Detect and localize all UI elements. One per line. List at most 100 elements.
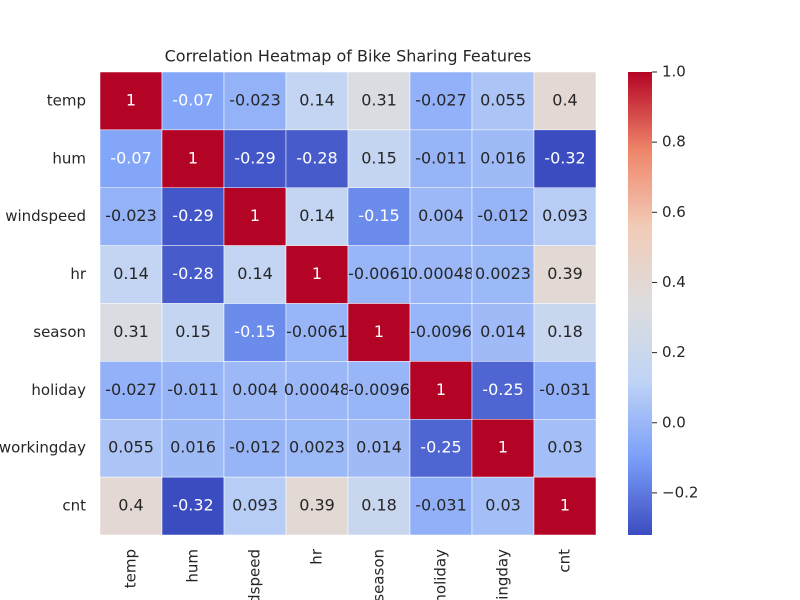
cell-label: -0.027 — [105, 380, 157, 399]
cell-label: 0.18 — [547, 322, 583, 341]
y-tick-label: cnt — [62, 497, 86, 515]
heatmap-cell — [285, 187, 349, 246]
heatmap-cell — [409, 303, 473, 362]
colorbar-tick-label: 0.4 — [662, 273, 686, 291]
cell-label: 0.00048 — [284, 380, 350, 399]
colorbar-tick-label: −0.2 — [662, 483, 698, 501]
cell-label: 0.0023 — [289, 438, 345, 457]
cell-label: 1 — [126, 90, 136, 109]
cell-label: 0.093 — [232, 496, 278, 515]
heatmap-cell — [347, 361, 411, 420]
heatmap-cell — [223, 245, 287, 304]
heatmap-cell — [533, 71, 597, 131]
heatmap-cell — [161, 476, 225, 536]
heatmap-cell — [99, 245, 163, 304]
cell-label: 0.31 — [361, 90, 397, 109]
cell-label: -0.011 — [167, 380, 219, 399]
colorbar-tick-label: 0.2 — [662, 343, 686, 361]
heatmap-cell — [223, 476, 287, 536]
cell-label: 0.093 — [542, 206, 588, 225]
heatmap-cell — [99, 71, 163, 131]
cell-label: 0.39 — [299, 496, 335, 515]
cell-label: -0.32 — [172, 496, 213, 515]
heatmap-cell — [471, 476, 535, 536]
cell-label: 0.0023 — [475, 264, 531, 283]
cell-label: 0.055 — [108, 438, 154, 457]
cell-label: -0.0061 — [286, 322, 348, 341]
heatmap-cell — [409, 129, 473, 188]
x-tick-label: hum — [184, 549, 202, 583]
heatmap-cell — [533, 303, 597, 362]
x-tick-label: temp — [122, 549, 140, 588]
cell-label: 0.14 — [299, 90, 335, 109]
cell-label: 0.15 — [361, 148, 397, 167]
cell-label: 0.014 — [356, 438, 402, 457]
cell-label: 0.15 — [175, 322, 211, 341]
heatmap-cell — [99, 187, 163, 246]
heatmap-cell — [285, 476, 349, 536]
cell-label: 0.18 — [361, 496, 397, 515]
cell-label: 0.004 — [418, 206, 464, 225]
cell-label: -0.027 — [415, 90, 467, 109]
heatmap-cell — [285, 245, 349, 304]
heatmap-cell — [161, 187, 225, 246]
heatmap-cell — [347, 245, 411, 304]
heatmap-cell — [409, 361, 473, 420]
heatmap-cell — [161, 129, 225, 188]
cell-label: 1 — [188, 148, 198, 167]
cell-label: 0.31 — [113, 322, 149, 341]
x-tick-label: season — [370, 549, 388, 600]
cell-label: 1 — [250, 206, 260, 225]
heatmap-cell — [99, 419, 163, 478]
heatmap-cell — [223, 71, 287, 131]
heatmap-cell — [471, 129, 535, 188]
cell-label: -0.32 — [544, 148, 585, 167]
cell-label: -0.012 — [477, 206, 529, 225]
cell-label: 0.14 — [299, 206, 335, 225]
x-tick-label: hr — [308, 548, 326, 565]
heatmap-cell — [223, 303, 287, 362]
heatmap-cell — [471, 303, 535, 362]
y-tick-label: workingday — [0, 439, 86, 457]
heatmap-cell — [533, 419, 597, 478]
heatmap-cell — [409, 476, 473, 536]
cell-label: 0.14 — [113, 264, 149, 283]
heatmap-cell — [533, 129, 597, 188]
cell-label: -0.0061 — [348, 264, 410, 283]
heatmap-cell — [223, 187, 287, 246]
heatmap-cell — [471, 361, 535, 420]
cell-label: -0.28 — [172, 264, 213, 283]
heatmap-cell — [409, 71, 473, 131]
cell-label: -0.0096 — [348, 380, 410, 399]
heatmap-cell — [285, 71, 349, 131]
heatmap-cell — [223, 419, 287, 478]
heatmap-cell — [347, 187, 411, 246]
cell-label: 0.00048 — [408, 264, 474, 283]
heatmap-cell — [223, 361, 287, 420]
cell-label: 1 — [498, 438, 508, 457]
heatmap-cell — [347, 419, 411, 478]
x-tick-label: holiday — [432, 549, 450, 600]
y-tick-label: hum — [52, 149, 86, 167]
cell-label: -0.07 — [110, 148, 151, 167]
heatmap-cell — [409, 419, 473, 478]
heatmap-cell — [409, 187, 473, 246]
y-tick-label: temp — [47, 91, 86, 109]
colorbar-tick-label: 1.0 — [662, 63, 686, 81]
cell-label: -0.25 — [482, 380, 523, 399]
cell-label: 0.4 — [552, 90, 577, 109]
cell-label: 0.014 — [480, 322, 526, 341]
heatmap-cell — [471, 187, 535, 246]
heatmap-cell — [533, 361, 597, 420]
x-tick-label: windspeed — [246, 549, 264, 600]
heatmap-cell — [99, 476, 163, 536]
cell-label: 0.004 — [232, 380, 278, 399]
heatmap-cell — [471, 245, 535, 304]
colorbar — [628, 72, 652, 535]
cell-label: -0.28 — [296, 148, 337, 167]
cell-label: -0.07 — [172, 90, 213, 109]
heatmap-cell — [533, 187, 597, 246]
cell-label: 1 — [312, 264, 322, 283]
y-tick-label: windspeed — [5, 207, 86, 225]
